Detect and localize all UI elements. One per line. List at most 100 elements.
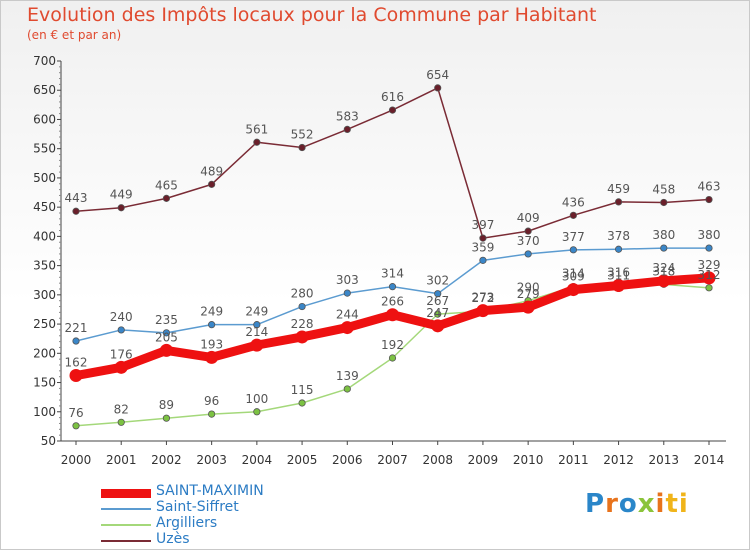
data-label-saint-siffret: 280 (291, 287, 314, 301)
data-label-argilliers: 272 (471, 291, 494, 305)
data-label-uzes: 463 (698, 180, 721, 194)
x-tick-label: 2000 (61, 453, 92, 467)
y-tick-label: 100 (33, 405, 56, 419)
data-label-saint-siffret: 377 (562, 230, 585, 244)
data-point-argilliers (253, 408, 261, 416)
data-label-saint-maximin: 176 (110, 347, 133, 361)
legend-label: Saint-Siffret (156, 499, 239, 515)
data-point-uzes (524, 227, 532, 235)
data-point-uzes (614, 198, 623, 206)
data-label-argilliers: 318 (652, 264, 675, 278)
logo-letter: r (605, 489, 619, 519)
data-point-argilliers (434, 310, 442, 318)
proxiti-logo: Proxiti (585, 489, 689, 519)
data-point-uzes (434, 84, 442, 92)
legend-label: Uzès (156, 531, 190, 547)
data-point-saint-maximin (431, 319, 445, 333)
data-label-argilliers: 312 (698, 268, 721, 282)
data-point-uzes (208, 180, 216, 188)
data-point-uzes (117, 204, 125, 212)
data-point-saint-maximin (250, 338, 264, 352)
data-point-saint-maximin (205, 350, 219, 364)
data-point-saint-maximin (521, 300, 535, 314)
data-point-saint-siffret (388, 283, 397, 291)
data-point-saint-siffret (298, 302, 306, 311)
data-point-argilliers (117, 418, 125, 426)
data-label-uzes: 616 (381, 90, 404, 104)
x-tick-label: 2004 (242, 453, 273, 467)
data-point-saint-maximin (612, 278, 626, 292)
axes: 50 100 150 200 250 300 350 400 450 500 550 600 650 70… (33, 54, 726, 467)
legend-swatch-argilliers (101, 524, 151, 526)
data-point-argilliers (162, 414, 171, 422)
data-point-uzes (253, 138, 261, 146)
data-label-uzes: 458 (652, 182, 675, 196)
x-tick-label: 2013 (649, 453, 680, 467)
chart-subtitle: (en € et par an) (27, 28, 122, 42)
data-point-saint-maximin (386, 308, 399, 322)
data-label-uzes: 552 (291, 128, 314, 142)
data-labels-layer: 443 449 465 489 561 552 583 616 654 397 409 436 459 4… (65, 68, 721, 420)
data-point-saint-siffret (117, 326, 125, 334)
data-point-uzes (705, 195, 713, 204)
y-tick-label: 50 (41, 434, 56, 448)
data-point-saint-siffret (479, 256, 487, 264)
data-label-saint-siffret: 249 (245, 305, 268, 319)
data-label-saint-maximin: 244 (336, 308, 359, 322)
data-label-saint-maximin: 214 (245, 325, 268, 339)
logo-letter: o (618, 489, 638, 519)
data-label-uzes: 465 (155, 178, 178, 192)
series-uzes (72, 84, 713, 242)
data-point-saint-siffret (569, 246, 577, 254)
data-label-saint-siffret: 378 (607, 229, 630, 243)
data-label-saint-siffret: 221 (65, 321, 88, 335)
data-label-argilliers: 314 (562, 267, 585, 281)
x-tick-label: 2002 (151, 453, 182, 467)
data-point-saint-siffret (434, 290, 442, 298)
data-label-argilliers: 290 (517, 281, 540, 295)
data-label-saint-siffret: 380 (698, 228, 721, 242)
data-point-uzes (343, 125, 351, 133)
legend-swatch-uzes (101, 540, 151, 542)
data-label-saint-maximin: 266 (381, 295, 404, 309)
data-label-uzes: 561 (245, 122, 268, 136)
y-tick-label: 500 (33, 171, 56, 185)
data-label-argilliers: 100 (245, 392, 268, 406)
data-point-saint-maximin (340, 321, 354, 335)
data-point-saint-maximin (566, 283, 580, 297)
logo-letter: i (655, 489, 666, 519)
data-point-saint-siffret (614, 245, 623, 253)
x-tick-label: 2007 (377, 453, 408, 467)
data-point-argilliers (298, 399, 306, 407)
data-point-argilliers (343, 385, 351, 393)
data-label-uzes: 443 (65, 191, 88, 205)
data-label-saint-maximin: 162 (65, 356, 88, 370)
data-label-argilliers: 115 (291, 383, 314, 397)
data-label-argilliers: 139 (336, 369, 359, 383)
data-point-saint-siffret (208, 321, 216, 329)
y-tick-label: 250 (33, 317, 56, 331)
data-point-saint-siffret (524, 250, 532, 258)
data-point-uzes (72, 207, 80, 215)
chart-title: Evolution des Impôts locaux pour la Comm… (27, 4, 597, 26)
series-layer (69, 84, 716, 430)
data-label-saint-maximin: 273 (471, 291, 494, 305)
data-point-argilliers (388, 354, 397, 362)
data-label-uzes: 409 (517, 211, 540, 225)
data-label-saint-siffret: 303 (336, 273, 359, 287)
data-label-uzes: 583 (336, 109, 359, 123)
data-label-uzes: 397 (471, 218, 494, 232)
data-point-uzes (479, 234, 487, 242)
data-point-uzes (388, 106, 397, 114)
legend-swatch-saint-siffret (101, 508, 151, 510)
data-label-argilliers: 311 (607, 268, 630, 282)
x-tick-label: 2006 (332, 453, 363, 467)
data-label-saint-siffret: 302 (426, 274, 449, 288)
data-point-uzes (162, 194, 171, 202)
y-tick-label: 450 (33, 200, 56, 214)
data-point-uzes (660, 198, 668, 207)
x-tick-label: 2014 (694, 453, 725, 467)
data-point-saint-maximin (657, 274, 671, 288)
